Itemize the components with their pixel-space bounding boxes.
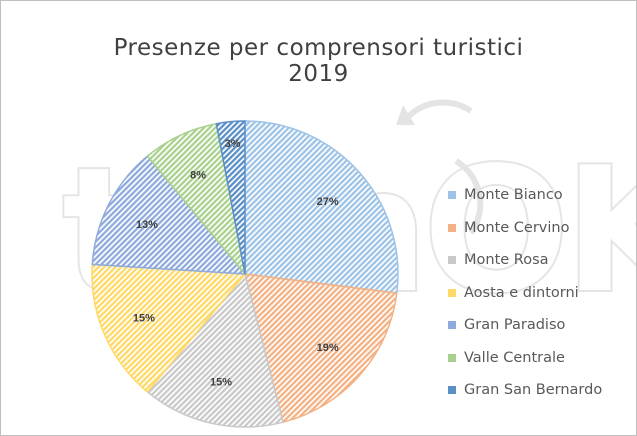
legend-label: Monte Bianco xyxy=(464,187,563,204)
legend-item-gran-paradiso: Gran Paradiso xyxy=(448,309,602,342)
legend-swatch xyxy=(448,223,456,232)
pie-slice-aosta-e-dintorni xyxy=(91,263,247,393)
legend-label: Gran Paradiso xyxy=(464,317,566,334)
legend-swatch xyxy=(448,256,456,265)
pie-slice-gran-san-bernardo xyxy=(215,120,246,275)
data-label-gran-san-bernardo: 3% xyxy=(225,138,241,150)
legend-swatch xyxy=(448,321,456,330)
data-label-monte-cervino: 19% xyxy=(317,342,339,354)
chart-title: Presenze per comprensori turistici xyxy=(113,35,524,61)
data-label-monte-rosa: 15% xyxy=(210,377,232,389)
pie-slice-monte-rosa xyxy=(146,272,284,428)
data-label-aosta-e-dintorni: 15% xyxy=(133,313,155,325)
legend-swatch xyxy=(448,353,456,362)
data-label-monte-bianco: 27% xyxy=(317,196,339,208)
data-label-gran-paradiso: 13% xyxy=(136,219,158,231)
legend-swatch xyxy=(448,191,456,200)
pie-slice-gran-paradiso xyxy=(91,155,247,275)
legend-label: Aosta e dintorni xyxy=(464,284,579,301)
legend-item-monte-bianco: Monte Bianco xyxy=(448,179,602,212)
pie-slice-monte-bianco xyxy=(244,120,399,295)
legend-item-monte-cervino: Monte Cervino xyxy=(448,212,602,245)
legend: Monte Bianco Monte Cervino Monte Rosa Aosta… xyxy=(448,179,602,407)
data-label-valle-centrale: 8% xyxy=(190,169,206,181)
legend-label: Valle Centrale xyxy=(464,349,565,366)
legend-label: Gran San Bernardo xyxy=(464,382,603,399)
legend-item-gran-san-bernardo: Gran San Bernardo xyxy=(448,374,602,407)
legend-item-aosta-e-dintorni: Aosta e dintorni xyxy=(448,277,602,310)
legend-label: Monte Rosa xyxy=(464,252,549,269)
legend-swatch xyxy=(448,288,456,297)
legend-label: Monte Cervino xyxy=(464,219,570,236)
legend-swatch xyxy=(448,386,456,395)
chart-subtitle: 2019 xyxy=(288,61,349,87)
legend-item-valle-centrale: Valle Centrale xyxy=(448,342,602,375)
legend-item-monte-rosa: Monte Rosa xyxy=(448,244,602,277)
pie-slice-monte-cervino xyxy=(243,273,398,424)
